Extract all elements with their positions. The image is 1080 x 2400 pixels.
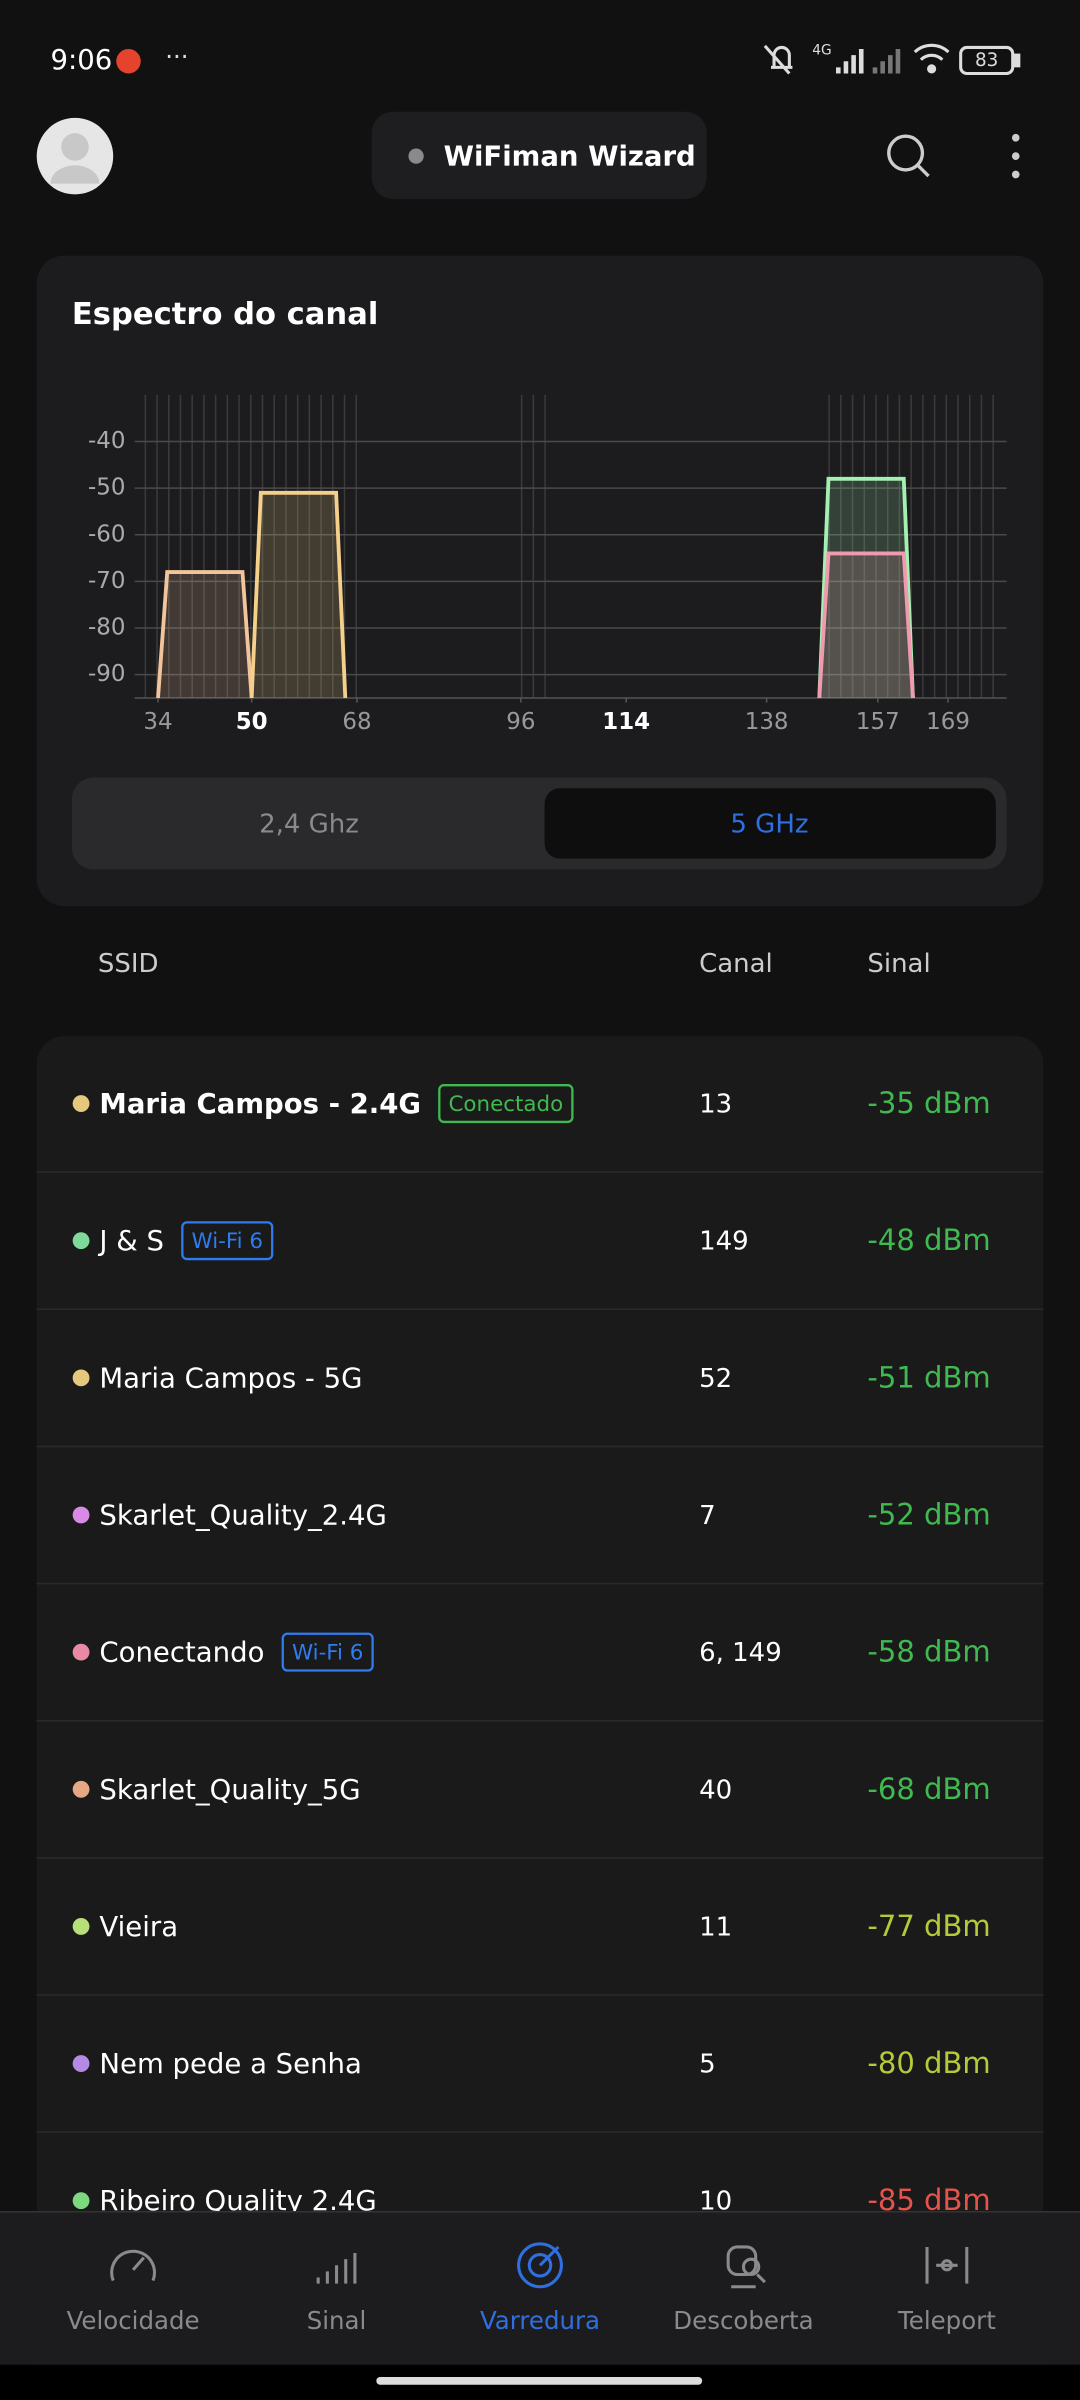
x-tick-label: 34 [143,709,172,735]
x-tick-label: 169 [926,709,970,735]
network-color [72,1780,90,1798]
column-header[interactable]: SSID [98,949,159,979]
y-tick-label: -70 [88,568,125,594]
network-signal: -35 dBm [867,1086,990,1120]
network-type: 4G [812,43,831,59]
network-color [72,1506,90,1524]
network-name[interactable]: Vieira [99,1911,178,1943]
wizard-button[interactable] [371,111,707,199]
network-signal: -52 dBm [867,1498,990,1532]
network-name[interactable]: J & S [97,1225,164,1257]
network-trace [156,570,254,699]
header-title[interactable]: WiFiman Wizard [444,141,696,173]
nav-label[interactable]: Descoberta [673,2306,813,2335]
status-icons [763,43,1021,75]
network-signal: -58 dBm [867,1635,990,1669]
y-tick-label: -40 [88,428,125,454]
x-tick-label: 50 [236,709,268,735]
network-color [72,1232,90,1250]
network-channel: 7 [699,1501,716,1531]
column-header[interactable]: Sinal [867,949,930,979]
column-header[interactable]: Canal [699,949,773,979]
x-tick-label: 68 [342,709,371,735]
notification-icon [116,48,141,74]
network-channel: 52 [699,1364,732,1394]
time: 9:06 [50,44,112,76]
menu-button[interactable] [1011,133,1020,179]
nav-label[interactable]: Teleport [897,2306,996,2335]
network-color [72,1643,90,1661]
band-selected [544,788,996,859]
x-tick-label: 96 [506,709,535,735]
badge-border [438,1084,574,1124]
nav-label[interactable]: Varredura [480,2306,600,2335]
nav-label[interactable]: Velocidade [67,2306,200,2335]
nav-label[interactable]: Sinal [307,2306,367,2335]
network-badge: Conectado [448,1092,563,1117]
badge-border [281,1632,374,1672]
network-channel: 5 [699,2050,716,2080]
nav-icons [110,2242,969,2289]
x-tick-label: 138 [745,709,789,735]
badge-border [181,1221,274,1261]
network-channel: 40 [699,1775,732,1805]
network-channel: 11 [699,1912,732,1942]
network-signal: -51 dBm [867,1360,990,1394]
network-signal: -68 dBm [867,1772,990,1806]
network-name[interactable]: Maria Campos - 5G [99,1362,362,1394]
network-badge: Wi-Fi 6 [192,1229,263,1254]
network-color [72,2055,90,2072]
band-option[interactable]: 5 GHz [730,809,808,839]
y-tick-label: -80 [88,615,125,641]
network-signal: -48 dBm [867,1223,990,1257]
network-name[interactable]: Conectando [99,1637,264,1669]
network-trace [249,490,348,699]
network-color [72,1918,90,1935]
network-channel: 6, 149 [699,1638,782,1668]
network-trace [817,551,915,699]
y-tick-label: -50 [88,475,125,501]
network-color [72,1095,90,1112]
avatar[interactable] [36,117,114,195]
home-indicator [376,2377,703,2385]
spectrum-title: Espectro do canal [72,297,378,332]
network-signal: -80 dBm [867,2046,990,2080]
search-button[interactable] [887,134,930,178]
network-channel: 149 [699,1227,749,1257]
network-signal: -77 dBm [867,1909,990,1943]
network-color [72,1369,90,1387]
network-badge: Wi-Fi 6 [292,1641,363,1666]
network-channel: 13 [699,1090,732,1120]
network-trace [817,476,915,699]
network-name[interactable]: Maria Campos - 2.4G [99,1088,421,1120]
y-tick-label: -90 [88,661,125,687]
more-notifications: ··· [165,42,188,71]
network-name[interactable]: Nem pede a Senha [99,2048,361,2080]
network-list [36,1036,1044,2400]
x-tick-label: 157 [856,709,900,735]
network-name[interactable]: Skarlet_Quality_2.4G [99,1500,386,1532]
wizard-dot [408,148,424,164]
y-tick-label: -60 [88,521,125,547]
network-color [72,2192,90,2210]
network-name[interactable]: Skarlet_Quality_5G [99,1774,360,1806]
x-tick-label: 114 [602,709,650,735]
battery: 83 [975,50,998,71]
band-option[interactable]: 2,4 Ghz [259,809,359,839]
spectrum-chart: -40 -50 -60 -70 -80 -90 34 50 68 96 114 138 157 169 [88,394,1007,735]
